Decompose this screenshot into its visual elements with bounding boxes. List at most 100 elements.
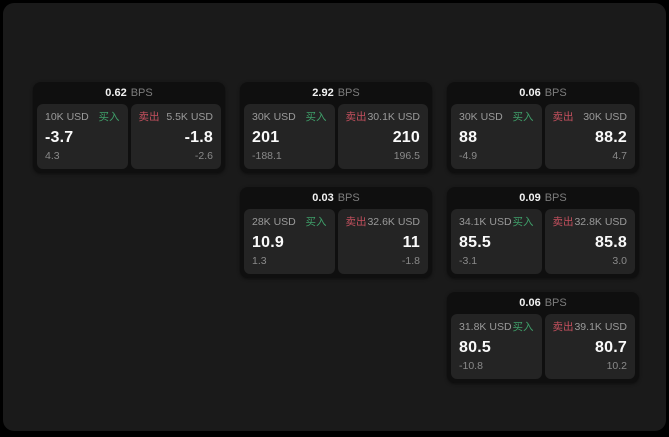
bps-header: 0.03 BPS (240, 187, 432, 209)
bps-value: 0.62 (105, 87, 127, 99)
sell-side-label: 卖出 (552, 111, 574, 123)
sell-price: 11 (402, 234, 420, 251)
buy-pane[interactable]: 10K USD 买入 -3.7 4.3 (37, 104, 128, 169)
sell-pane[interactable]: 卖出 5.5K USD -1.8 -2.6 (130, 104, 221, 169)
buy-delta: -188.1 (252, 150, 282, 162)
bps-value: 0.09 (519, 192, 541, 204)
sell-delta: 10.2 (606, 360, 627, 372)
sell-price: -1.8 (184, 129, 213, 146)
sell-delta: 4.7 (612, 150, 627, 162)
buy-pane-top: 28K USD 买入 (252, 216, 327, 229)
buy-delta: -10.8 (459, 360, 483, 372)
bps-value: 0.06 (519, 87, 541, 99)
buy-pane-top: 10K USD 买入 (45, 111, 120, 124)
quote-card: 0.06 BPS 30K USD 买入 88 -4.9 卖出 30K USD (447, 82, 639, 173)
sell-pane[interactable]: 卖出 39.1K USD 80.7 10.2 (544, 314, 635, 379)
quote-card: 0.03 BPS 28K USD 买入 10.9 1.3 卖出 32.6K US… (240, 187, 432, 278)
sell-side-label: 卖出 (345, 111, 367, 123)
sell-pane[interactable]: 卖出 30K USD 88.2 4.7 (544, 104, 635, 169)
buy-size: 30K USD (252, 111, 296, 123)
dashboard-panel: 0.62 BPS 10K USD 买入 -3.7 4.3 卖出 5.5K USD (3, 3, 666, 431)
sell-pane-top: 卖出 5.5K USD (139, 111, 214, 124)
buy-side-label: 买入 (512, 111, 534, 123)
card-body: 30K USD 买入 201 -188.1 卖出 30.1K USD 210 1… (240, 104, 432, 173)
quote-card-grid: 0.62 BPS 10K USD 买入 -3.7 4.3 卖出 5.5K USD (33, 82, 639, 383)
bps-header: 0.09 BPS (447, 187, 639, 209)
buy-delta: -3.1 (459, 255, 478, 267)
buy-pane[interactable]: 34.1K USD 买入 85.5 -3.1 (451, 209, 542, 274)
sell-pane-top: 卖出 32.8K USD (553, 216, 628, 229)
sell-pane-top: 卖出 39.1K USD (553, 321, 628, 334)
bps-header: 2.92 BPS (240, 82, 432, 104)
sell-size: 39.1K USD (574, 321, 627, 333)
buy-delta: -4.9 (459, 150, 478, 162)
sell-side-label: 卖出 (552, 216, 574, 228)
sell-pane[interactable]: 卖出 30.1K USD 210 196.5 (337, 104, 428, 169)
buy-price: 80.5 (459, 339, 491, 356)
sell-size: 30.1K USD (367, 111, 420, 123)
buy-size: 31.8K USD (459, 321, 512, 333)
quote-card: 0.09 BPS 34.1K USD 买入 85.5 -3.1 卖出 32.8K… (447, 187, 639, 278)
sell-pane[interactable]: 卖出 32.6K USD 11 -1.8 (337, 209, 428, 274)
bps-unit: BPS (544, 297, 567, 309)
card-body: 30K USD 买入 88 -4.9 卖出 30K USD 88.2 4.7 (447, 104, 639, 173)
bps-value: 0.03 (312, 192, 334, 204)
buy-price: 10.9 (252, 234, 284, 251)
sell-side-label: 卖出 (552, 321, 574, 333)
card-body: 34.1K USD 买入 85.5 -3.1 卖出 32.8K USD 85.8… (447, 209, 639, 278)
sell-price: 210 (392, 129, 420, 146)
buy-price: -3.7 (45, 129, 74, 146)
bps-value: 2.92 (312, 87, 334, 99)
buy-pane[interactable]: 28K USD 买入 10.9 1.3 (244, 209, 335, 274)
buy-delta: 4.3 (45, 150, 60, 162)
buy-pane[interactable]: 30K USD 买入 88 -4.9 (451, 104, 542, 169)
buy-side-label: 买入 (305, 216, 327, 228)
sell-side-label: 卖出 (138, 111, 160, 123)
sell-price: 80.7 (595, 339, 627, 356)
sell-size: 5.5K USD (166, 111, 213, 123)
buy-price: 88 (459, 129, 478, 146)
buy-size: 28K USD (252, 216, 296, 228)
bps-header: 0.06 BPS (447, 292, 639, 314)
buy-pane[interactable]: 31.8K USD 买入 80.5 -10.8 (451, 314, 542, 379)
buy-side-label: 买入 (512, 321, 534, 333)
card-body: 10K USD 买入 -3.7 4.3 卖出 5.5K USD -1.8 -2.… (33, 104, 225, 173)
buy-pane-top: 34.1K USD 买入 (459, 216, 534, 229)
buy-side-label: 买入 (512, 216, 534, 228)
buy-pane-top: 30K USD 买入 (252, 111, 327, 124)
bps-unit: BPS (130, 87, 153, 99)
sell-size: 32.8K USD (574, 216, 627, 228)
buy-side-label: 买入 (98, 111, 120, 123)
buy-pane-top: 31.8K USD 买入 (459, 321, 534, 334)
buy-pane-top: 30K USD 买入 (459, 111, 534, 124)
buy-delta: 1.3 (252, 255, 267, 267)
sell-delta: -2.6 (194, 150, 213, 162)
buy-size: 10K USD (45, 111, 89, 123)
sell-pane-top: 卖出 30.1K USD (346, 111, 421, 124)
bps-header: 0.62 BPS (33, 82, 225, 104)
card-body: 28K USD 买入 10.9 1.3 卖出 32.6K USD 11 -1.8 (240, 209, 432, 278)
bps-unit: BPS (337, 192, 360, 204)
bps-unit: BPS (544, 192, 567, 204)
buy-size: 30K USD (459, 111, 503, 123)
sell-price: 85.8 (595, 234, 627, 251)
card-body: 31.8K USD 买入 80.5 -10.8 卖出 39.1K USD 80.… (447, 314, 639, 383)
sell-delta: 196.5 (393, 150, 420, 162)
sell-price: 88.2 (595, 129, 627, 146)
sell-delta: 3.0 (612, 255, 627, 267)
sell-pane-top: 卖出 32.6K USD (346, 216, 421, 229)
sell-pane[interactable]: 卖出 32.8K USD 85.8 3.0 (544, 209, 635, 274)
sell-delta: -1.8 (401, 255, 420, 267)
sell-size: 32.6K USD (367, 216, 420, 228)
buy-pane[interactable]: 30K USD 买入 201 -188.1 (244, 104, 335, 169)
sell-size: 30K USD (583, 111, 627, 123)
buy-price: 201 (252, 129, 280, 146)
sell-pane-top: 卖出 30K USD (553, 111, 628, 124)
buy-side-label: 买入 (305, 111, 327, 123)
bps-header: 0.06 BPS (447, 82, 639, 104)
bps-value: 0.06 (519, 297, 541, 309)
bps-unit: BPS (544, 87, 567, 99)
buy-size: 34.1K USD (459, 216, 512, 228)
quote-card: 0.62 BPS 10K USD 买入 -3.7 4.3 卖出 5.5K USD (33, 82, 225, 173)
buy-price: 85.5 (459, 234, 491, 251)
